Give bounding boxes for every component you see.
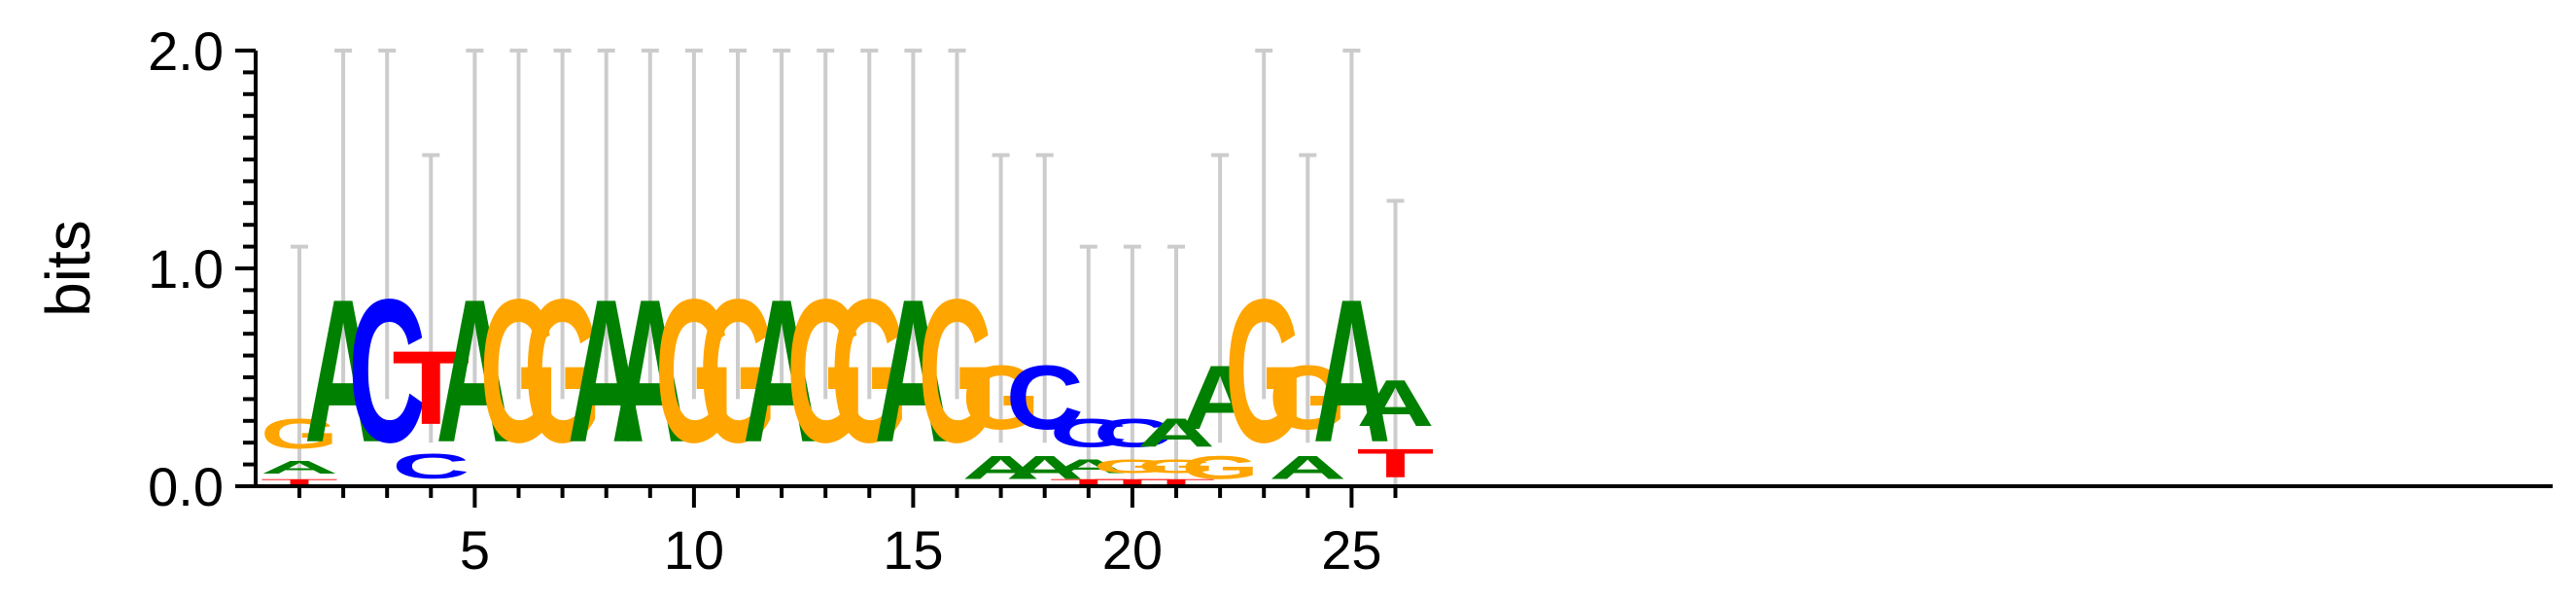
logo-letter-t: T (261, 477, 338, 486)
error-bar (948, 49, 966, 400)
axes: 0.0 1.0 2.0 5 10 15 20 25 (148, 20, 2553, 581)
error-bar (553, 49, 572, 400)
error-bar (684, 49, 703, 400)
error-bar (1342, 49, 1361, 400)
error-bar (334, 49, 353, 400)
logo-letter-a: A (435, 257, 513, 485)
x-ticks: 5 10 15 20 25 (297, 486, 1398, 581)
error-bar (1123, 244, 1141, 486)
error-bar (1255, 49, 1273, 400)
error-bar (641, 49, 659, 400)
logo-letter-a: A (743, 257, 820, 485)
logo-letter-c: C (392, 447, 470, 486)
error-bar (1079, 244, 1097, 486)
logo-letter-t: T (1094, 477, 1171, 486)
logo-letter-t: T (1357, 441, 1435, 486)
logo-letter-g: G (919, 258, 996, 486)
error-bar (729, 49, 747, 400)
logo-letter-g: G (1269, 346, 1346, 448)
logo-letter-t: T (1137, 477, 1215, 486)
error-bar (378, 49, 397, 400)
logo-letter-g: G (261, 409, 338, 458)
error-bar (597, 49, 615, 400)
x-tick-label: 10 (664, 519, 724, 581)
logo-letter-g: G (1225, 258, 1303, 486)
error-bars (291, 49, 1405, 486)
logo-letter-a: A (1181, 346, 1259, 448)
error-bar (1299, 153, 1317, 443)
logo-letter-g: G (830, 258, 908, 486)
error-bar (1167, 244, 1185, 486)
error-bar (509, 49, 528, 400)
logo-letter-g: G (1094, 456, 1171, 477)
logo-letter-a: A (1269, 449, 1346, 486)
y-ticks: 0.0 1.0 2.0 (148, 20, 256, 517)
logo-letter-g: G (962, 346, 1040, 448)
logo-letter-g: G (699, 258, 777, 486)
error-bar (904, 49, 922, 400)
logo-letter-a: A (1050, 456, 1128, 477)
logo-letter-c: C (1050, 409, 1128, 455)
logo-letter-a: A (874, 257, 952, 485)
logo-letter-a: A (962, 449, 1040, 486)
y-tick-label: 2.0 (148, 20, 224, 82)
error-bar (422, 153, 440, 443)
y-tick-label: 1.0 (148, 238, 224, 300)
logo-letter-g: G (524, 258, 602, 486)
logo-letter-c: C (1094, 409, 1171, 455)
error-bar (773, 49, 791, 400)
x-tick-label: 25 (1321, 519, 1381, 581)
logo-letter-g: G (655, 258, 733, 486)
logo-letter-a: A (1312, 257, 1390, 485)
error-bar (860, 49, 879, 400)
logo-letter-a: A (261, 458, 338, 477)
logo-letter-a: A (1137, 409, 1215, 455)
error-bar (1035, 153, 1054, 443)
x-tick-label: 5 (460, 519, 490, 581)
logo-letter-a: A (1006, 449, 1084, 486)
error-bar (1386, 198, 1405, 486)
logo-letter-g: G (1181, 449, 1259, 486)
error-bar (1211, 153, 1230, 443)
y-tick-label: 0.0 (148, 456, 224, 517)
logo-letter-a: A (1357, 367, 1435, 440)
logo-letter-c: C (348, 257, 426, 485)
x-tick-label: 20 (1102, 519, 1163, 581)
logo-letter-t: T (1050, 477, 1128, 486)
logo-letter-g: G (786, 258, 864, 486)
logo-letter-a: A (611, 257, 689, 485)
logo-letter-g: G (480, 258, 558, 486)
logo-letter-a: A (568, 257, 645, 485)
logo-letter-c: C (1006, 346, 1084, 448)
logo-letter-a: A (304, 257, 382, 485)
logo-letter-t: T (392, 330, 470, 447)
error-bar (466, 49, 484, 400)
y-axis-label: bits (33, 220, 103, 317)
logo-letter-g: G (1137, 456, 1215, 477)
error-bar (291, 244, 308, 486)
error-bar (817, 49, 835, 400)
error-bar (992, 153, 1010, 443)
x-tick-label: 15 (883, 519, 943, 581)
